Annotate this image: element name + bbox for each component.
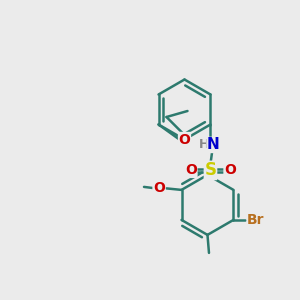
- Text: S: S: [205, 161, 217, 179]
- Text: O: O: [153, 182, 165, 195]
- Text: O: O: [224, 164, 236, 177]
- Text: O: O: [178, 133, 190, 146]
- Text: O: O: [185, 164, 197, 177]
- Text: N: N: [207, 137, 220, 152]
- Text: H: H: [198, 138, 209, 151]
- Text: Br: Br: [247, 213, 265, 227]
